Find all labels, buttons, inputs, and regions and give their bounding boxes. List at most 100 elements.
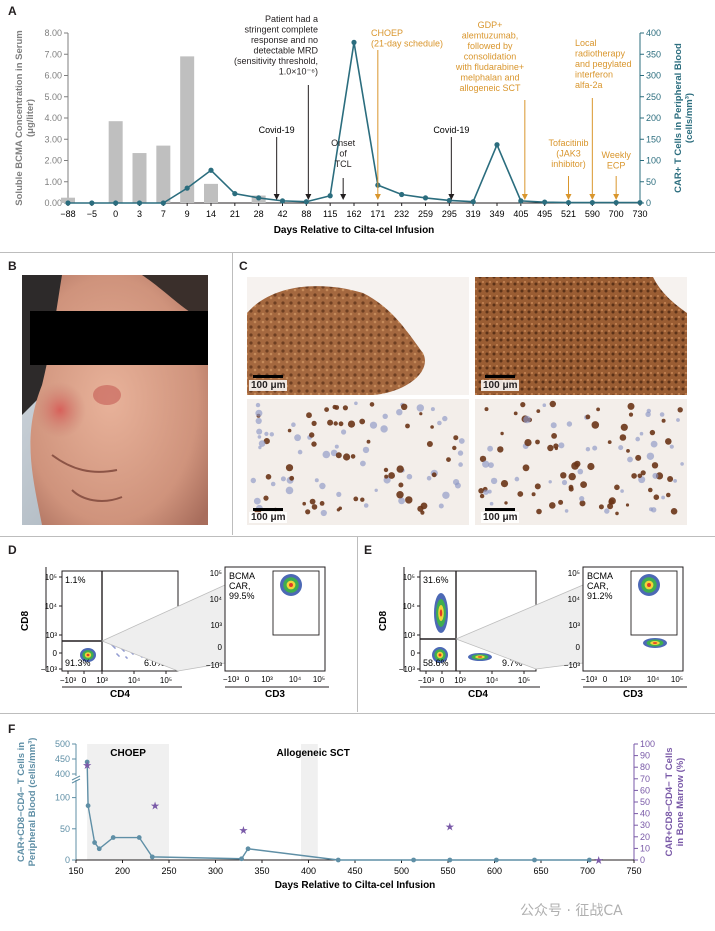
dot xyxy=(113,646,115,648)
tofa-label-line: Tofacitinib xyxy=(548,138,588,148)
car-t-point xyxy=(232,191,238,197)
cell-nucleus xyxy=(596,407,600,412)
dot xyxy=(116,653,118,655)
cell-nucleus xyxy=(437,420,442,426)
right-tick-label: 300 xyxy=(646,71,661,81)
cell-nucleus xyxy=(549,502,556,509)
cell-nucleus xyxy=(620,489,624,493)
cell-nucleus xyxy=(500,431,504,436)
cell-nucleus xyxy=(332,404,337,410)
car-t-point xyxy=(208,167,214,173)
x-tick-label: 400 xyxy=(301,866,316,876)
left-axis-title-line: CAR+CD8−CD4− T Cells in xyxy=(16,742,27,862)
cell-nucleus xyxy=(479,455,487,463)
gdp-label-line: followed by xyxy=(467,41,513,51)
cell-nucleus xyxy=(306,412,312,419)
cell-nucleus xyxy=(640,470,646,476)
tofa-arrow-head xyxy=(565,194,572,200)
cell-nucleus xyxy=(536,409,541,413)
gate-x-tick-label: −10³ xyxy=(581,675,598,684)
pb-point xyxy=(239,856,244,862)
right-axis-title-line2: (cells/mm³) xyxy=(684,93,695,143)
right-axis-title-line: CAR+CD8−CD4− T Cells xyxy=(664,747,675,856)
cell-nucleus xyxy=(350,454,356,459)
region-label-allo-sct: Allogeneic SCT xyxy=(276,748,349,759)
gate-x-tick-label: 0 xyxy=(603,675,608,684)
panel-label-a: A xyxy=(8,4,17,18)
panel-d: D 1.1% 91.3% 6.0% 10⁵ 10⁴ 10³ 0 −10³ −10³ 0 10³ 10⁴… xyxy=(0,537,357,712)
left-tick-label: 400 xyxy=(55,769,70,779)
cell-nucleus xyxy=(665,438,672,445)
bcma-bar xyxy=(61,197,75,203)
right-tick-label: 50 xyxy=(640,797,650,807)
bcma-bar xyxy=(180,56,195,203)
cell-nucleus xyxy=(359,418,366,425)
x-tick-label: 495 xyxy=(537,209,552,219)
population-cd8-peak xyxy=(439,609,443,617)
pb-point xyxy=(136,835,142,840)
x-tick-label: 14 xyxy=(206,209,216,219)
x-tick-label: 115 xyxy=(323,209,337,219)
cell-nucleus xyxy=(360,497,365,502)
x-axis-title: Days Relative to Cilta-cel Infusion xyxy=(274,225,435,236)
cell-nucleus xyxy=(513,411,518,416)
pb-point xyxy=(245,846,251,852)
population-dn-peak xyxy=(86,653,90,657)
cell-nucleus xyxy=(547,444,554,452)
cell-nucleus xyxy=(319,501,325,506)
cell-nucleus xyxy=(342,405,348,411)
gate-y-tick-label: −10³ xyxy=(206,661,223,670)
cell-nucleus xyxy=(257,435,262,439)
local-label: Local radiotherapy and pegylated interferon… xyxy=(575,38,632,90)
cell-nucleus xyxy=(369,421,378,429)
pb-point xyxy=(96,846,102,852)
car-t-point xyxy=(256,195,262,201)
local-label-line: interferon xyxy=(575,70,613,80)
x-tick-label: 750 xyxy=(626,866,641,876)
gate-y-tick-label: 10⁴ xyxy=(210,595,223,604)
onset-label-line: of xyxy=(339,149,347,159)
cell-nucleus xyxy=(673,479,677,483)
cell-nucleus xyxy=(438,503,444,509)
cell-nucleus xyxy=(591,421,600,429)
y-tick-label: 10⁴ xyxy=(403,602,416,611)
cell-nucleus xyxy=(336,508,341,512)
car-population-peak xyxy=(289,583,293,587)
car-t-point xyxy=(160,200,166,206)
cell-nucleus xyxy=(571,462,579,470)
y-tick-label: −10³ xyxy=(399,665,416,674)
cell-nucleus xyxy=(598,504,604,510)
cell-nucleus xyxy=(619,434,627,441)
cell-nucleus xyxy=(566,421,573,427)
y-tick-label: 0 xyxy=(53,649,58,658)
x-tick-label: 162 xyxy=(346,209,361,219)
pb-point xyxy=(532,857,537,863)
cell-nucleus xyxy=(628,412,634,417)
cell-nucleus xyxy=(536,508,542,515)
left-tick-label: 100 xyxy=(55,793,70,803)
cell-nucleus xyxy=(524,439,532,447)
x-tick-label: 10³ xyxy=(96,676,108,685)
car-t-point xyxy=(351,39,357,45)
cell-nucleus xyxy=(670,508,678,515)
dot xyxy=(118,655,120,657)
right-tick-label: 0 xyxy=(640,855,645,865)
y-tick-label: 10⁴ xyxy=(45,602,58,611)
cell-nucleus xyxy=(514,476,520,482)
cell-nucleus xyxy=(311,504,318,510)
cell-nucleus xyxy=(649,507,653,512)
cell-nucleus xyxy=(637,473,643,479)
pb-point xyxy=(493,857,499,863)
cell-nucleus xyxy=(458,438,465,444)
panel-b: B xyxy=(0,253,232,535)
x-tick-label: 405 xyxy=(513,209,528,219)
onset-arrow-head xyxy=(340,194,347,200)
cell-nucleus xyxy=(453,435,459,441)
cell-nucleus xyxy=(659,412,665,417)
dot xyxy=(114,647,116,649)
cell-nucleus xyxy=(442,491,450,499)
bcma-bar xyxy=(108,121,123,203)
cell-nucleus xyxy=(384,474,389,479)
cell-nucleus xyxy=(354,401,358,406)
cell-nucleus xyxy=(627,456,633,463)
